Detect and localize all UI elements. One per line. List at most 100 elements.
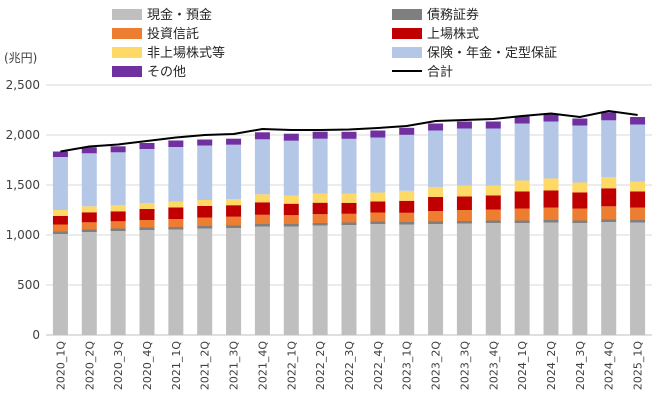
x-tick-label: 2021_2Q	[199, 341, 212, 390]
bar-segment	[341, 213, 357, 223]
legend-label: 保険・年金・定型保証	[427, 45, 557, 61]
bar-segment	[399, 200, 415, 213]
bar-segment	[601, 188, 617, 207]
bar-segment	[370, 192, 386, 202]
bar-segment	[543, 121, 559, 179]
bar-segment	[110, 152, 126, 206]
bar-segment	[428, 211, 444, 222]
bar-segment	[399, 224, 415, 335]
bar-segment	[197, 226, 213, 229]
bar-segment	[110, 231, 126, 335]
bar-segment	[514, 191, 530, 209]
x-axis-ticks: 2020_1Q 2020_2Q 2020_3Q 2020_4Q 2021_1Q 2021_…	[54, 341, 644, 390]
x-tick-label: 2020_2Q	[83, 341, 96, 390]
bar-segment	[341, 225, 357, 335]
bar-segment	[283, 224, 299, 227]
bar-segment	[52, 224, 68, 232]
bar-segment	[139, 227, 155, 230]
bar-segment	[168, 140, 184, 147]
bar-segment	[370, 221, 386, 224]
bar-segment	[572, 182, 588, 193]
bar-segment	[168, 227, 184, 230]
x-tick-label: 2022_1Q	[285, 341, 298, 390]
bar-segment	[254, 224, 270, 227]
bar-segment	[283, 140, 299, 196]
legend-swatch	[392, 47, 422, 58]
bar-segment	[514, 208, 530, 221]
bar-segment	[456, 223, 472, 335]
bar-segment	[456, 221, 472, 224]
bar-segment	[514, 180, 530, 192]
bar-segment	[341, 222, 357, 225]
bar-segment	[312, 202, 328, 215]
bar-segment	[601, 177, 617, 189]
bar-segment	[254, 132, 270, 140]
y-tick-label: 0	[32, 328, 40, 342]
bar-segment	[139, 143, 155, 149]
bar-segment	[572, 125, 588, 183]
bar-segment	[543, 114, 559, 122]
bar-segment	[110, 221, 126, 229]
bar-segment	[399, 127, 415, 135]
bar-segment	[370, 224, 386, 335]
y-tick-label: 2,500	[6, 78, 40, 92]
bar-segment	[168, 219, 184, 227]
bar-segment	[52, 216, 68, 225]
bar-segment	[139, 203, 155, 209]
bar-segment	[197, 139, 213, 146]
legend-label: 現金・預金	[147, 7, 212, 23]
bar-segment	[456, 196, 472, 210]
legend-swatch	[112, 9, 142, 20]
bar-segment	[52, 151, 68, 157]
bar-segment	[312, 193, 328, 203]
bar-segment	[254, 202, 270, 215]
bar-segment	[283, 133, 299, 141]
total-line	[60, 109, 638, 153]
bar-segment	[283, 226, 299, 335]
bar-segment	[572, 220, 588, 223]
bar-segment	[485, 128, 501, 186]
bar-segment	[543, 222, 559, 335]
bar-segment	[399, 222, 415, 225]
bar-segment	[543, 207, 559, 220]
bar-segment	[341, 138, 357, 194]
bar-segment	[428, 221, 444, 224]
x-tick-label: 2022_2Q	[314, 341, 327, 390]
bar-segment	[572, 118, 588, 126]
bar-segment	[226, 144, 242, 200]
bar-segment	[312, 223, 328, 226]
bar-segment	[110, 205, 126, 212]
bar-segment	[139, 149, 155, 203]
bar-segment	[601, 206, 617, 220]
legend-swatch	[392, 28, 422, 39]
bar-segment	[543, 190, 559, 208]
bar-segment	[601, 219, 617, 222]
bar-segment	[226, 199, 242, 206]
bar-segment	[456, 128, 472, 186]
legend-swatch	[112, 47, 142, 58]
bar-segment	[399, 134, 415, 191]
bar-segment	[226, 138, 242, 145]
bar-segment	[630, 191, 646, 208]
legend-label: 投資信託	[147, 26, 199, 42]
bar-segment	[341, 202, 357, 214]
bar-segment	[283, 203, 299, 216]
legend-label: 合計	[427, 64, 453, 80]
y-tick-label: 2,000	[6, 128, 40, 142]
bar-segment	[456, 121, 472, 129]
x-tick-label: 2024_4Q	[603, 341, 616, 390]
bar-segment	[226, 205, 242, 217]
bar-segment	[254, 139, 270, 195]
bar-segment	[226, 228, 242, 335]
bar-segment	[312, 225, 328, 335]
x-tick-label: 2023_2Q	[430, 341, 443, 390]
bar-segment	[283, 195, 299, 204]
bar-segment	[428, 224, 444, 335]
legend-label: 非上場株式等	[147, 45, 225, 61]
bar-segment	[514, 116, 530, 124]
x-tick-label: 2020_3Q	[112, 341, 125, 390]
bar-segment	[630, 207, 646, 220]
bar-segment	[370, 201, 386, 213]
y-tick-label: 500	[17, 278, 40, 292]
bar-segment	[52, 231, 68, 234]
